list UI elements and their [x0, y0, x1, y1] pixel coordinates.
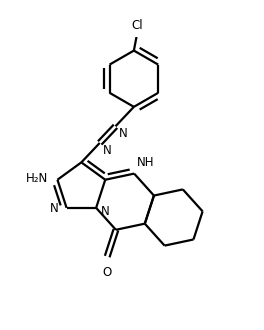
Text: NH: NH [137, 156, 155, 169]
Text: O: O [103, 266, 112, 279]
Text: N: N [119, 127, 128, 140]
Text: N: N [50, 203, 59, 215]
Text: N: N [101, 205, 109, 218]
Text: H₂N: H₂N [26, 173, 48, 185]
Text: N: N [103, 144, 112, 157]
Text: Cl: Cl [131, 19, 143, 32]
